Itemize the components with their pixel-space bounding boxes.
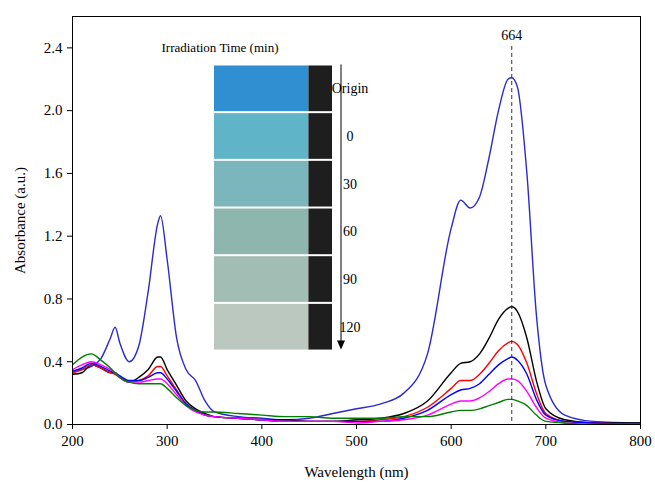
svg-text:0.8: 0.8 [44,291,63,307]
svg-text:700: 700 [535,433,558,449]
svg-text:600: 600 [440,433,463,449]
svg-text:90: 90 [343,272,357,287]
svg-text:Wavelength (nm): Wavelength (nm) [304,464,408,481]
svg-text:200: 200 [61,433,84,449]
svg-text:800: 800 [629,433,652,449]
svg-text:30: 30 [343,177,357,192]
svg-text:Origin: Origin [332,81,369,96]
svg-text:0.4: 0.4 [44,354,63,370]
svg-text:500: 500 [345,433,368,449]
svg-text:664: 664 [501,28,522,43]
svg-text:1.6: 1.6 [44,165,63,181]
svg-text:0.0: 0.0 [44,416,63,432]
svg-text:Absorbance (a.u.): Absorbance (a.u.) [12,167,29,274]
svg-text:300: 300 [156,433,179,449]
svg-text:0: 0 [347,129,354,144]
svg-text:2.4: 2.4 [44,40,63,56]
svg-text:Irradiation Time (min): Irradiation Time (min) [162,40,279,55]
svg-text:2.0: 2.0 [44,102,63,118]
svg-text:120: 120 [340,320,361,335]
svg-text:60: 60 [343,224,357,239]
svg-text:400: 400 [251,433,274,449]
svg-text:1.2: 1.2 [44,228,63,244]
